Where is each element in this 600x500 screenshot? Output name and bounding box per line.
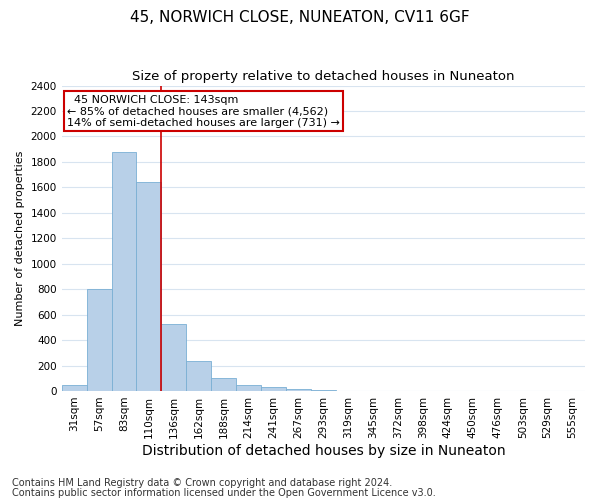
Bar <box>311 390 336 391</box>
Text: Contains HM Land Registry data © Crown copyright and database right 2024.: Contains HM Land Registry data © Crown c… <box>12 478 392 488</box>
Title: Size of property relative to detached houses in Nuneaton: Size of property relative to detached ho… <box>132 70 515 83</box>
Text: 45, NORWICH CLOSE, NUNEATON, CV11 6GF: 45, NORWICH CLOSE, NUNEATON, CV11 6GF <box>130 10 470 25</box>
Bar <box>186 361 211 391</box>
Y-axis label: Number of detached properties: Number of detached properties <box>15 150 25 326</box>
Bar <box>236 384 261 391</box>
Text: Contains public sector information licensed under the Open Government Licence v3: Contains public sector information licen… <box>12 488 436 498</box>
Bar <box>211 378 236 391</box>
Bar <box>62 384 86 391</box>
X-axis label: Distribution of detached houses by size in Nuneaton: Distribution of detached houses by size … <box>142 444 505 458</box>
Bar <box>112 152 136 391</box>
Bar <box>286 389 311 391</box>
Bar <box>136 182 161 391</box>
Text: 45 NORWICH CLOSE: 143sqm  
← 85% of detached houses are smaller (4,562)
14% of s: 45 NORWICH CLOSE: 143sqm ← 85% of detach… <box>67 94 340 128</box>
Bar <box>161 324 186 391</box>
Bar <box>86 289 112 391</box>
Bar <box>261 387 286 391</box>
